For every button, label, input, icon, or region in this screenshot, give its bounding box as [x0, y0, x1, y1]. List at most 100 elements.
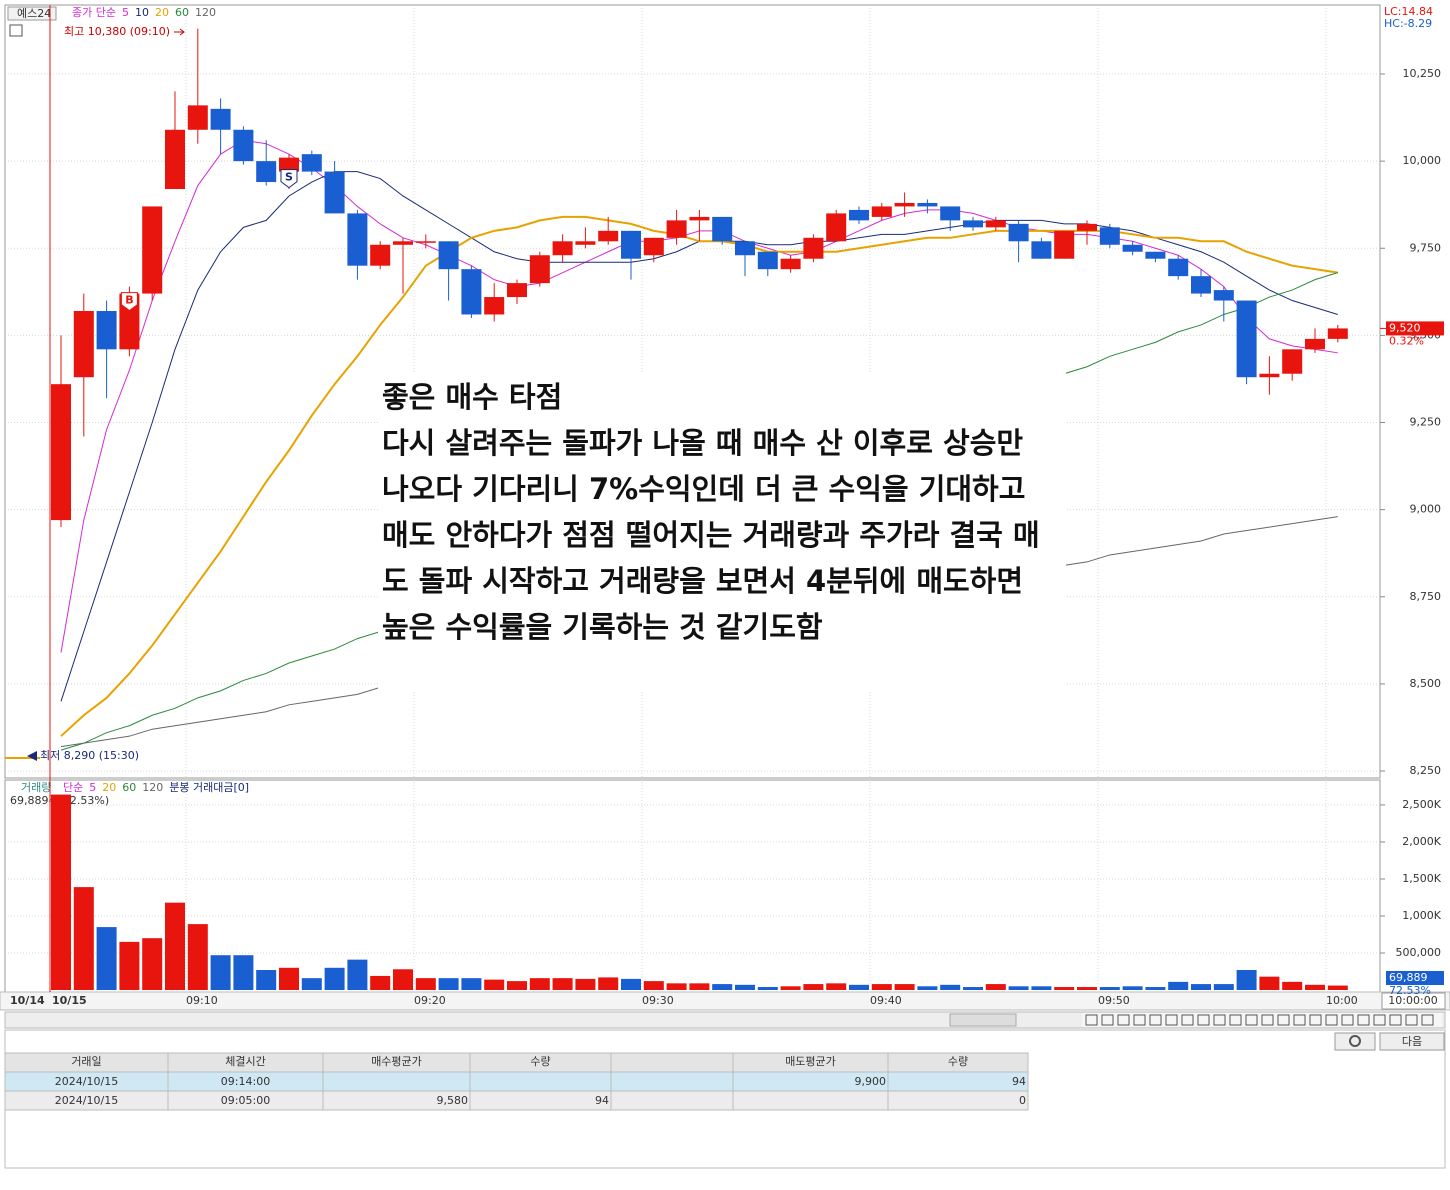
- table-header-cell: 수량: [948, 1055, 968, 1068]
- candle-body: [484, 297, 505, 315]
- toolbar-icon[interactable]: [1229, 1014, 1242, 1026]
- toolbar-icon[interactable]: [1085, 1014, 1098, 1026]
- scroll-thumb[interactable]: [949, 1013, 1017, 1027]
- table-row[interactable]: [4, 1090, 1029, 1111]
- toolbar-icon[interactable]: [1373, 1014, 1386, 1026]
- candle-body: [119, 293, 140, 350]
- y-tick-label: 2,500K: [1402, 798, 1441, 811]
- candle-body: [849, 209, 869, 221]
- candle-body: [393, 241, 413, 245]
- candle-body: [780, 258, 801, 270]
- next-button-label[interactable]: 다음: [1402, 1035, 1422, 1048]
- volume-bar: [1145, 987, 1166, 990]
- toolbar-icon[interactable]: [1149, 1014, 1162, 1026]
- volume-bar: [1031, 986, 1052, 990]
- y-tick-label: 10,000: [1403, 154, 1442, 167]
- chart-title: 예스24: [17, 7, 51, 20]
- toolbar-icon[interactable]: [1245, 1014, 1258, 1026]
- table-header-cell: 수량: [530, 1055, 550, 1068]
- candle-body: [963, 220, 983, 228]
- legend-entry: 10: [135, 6, 149, 19]
- candle-body: [1145, 251, 1166, 259]
- settings-button[interactable]: [1334, 1032, 1376, 1051]
- legend-entry: 5: [89, 781, 96, 794]
- candle-body: [1191, 276, 1211, 294]
- toolbar-icon[interactable]: [1117, 1014, 1130, 1026]
- candle-body: [324, 171, 345, 214]
- volume-bar: [233, 955, 254, 990]
- candle-body: [96, 310, 117, 350]
- table-header-cell: 거래일: [71, 1054, 101, 1068]
- toolbar-icon[interactable]: [1165, 1014, 1178, 1026]
- volume-bar: [985, 984, 1006, 990]
- last-volume-label: 69,889: [1389, 971, 1428, 984]
- toolbar-icon[interactable]: [1357, 1014, 1370, 1026]
- legend-prefix: 종가 단순: [72, 6, 116, 19]
- volume-bar: [1191, 984, 1211, 990]
- volume-bar: [735, 984, 755, 990]
- candle-body: [415, 241, 436, 243]
- legend-entry: 120: [142, 781, 163, 794]
- x-tick-label: 09:30: [642, 994, 674, 1007]
- toolbar-icon[interactable]: [1213, 1014, 1226, 1026]
- toolbar-icon[interactable]: [1181, 1014, 1194, 1026]
- table-header: [4, 1052, 1029, 1073]
- candle-body: [1282, 349, 1303, 374]
- candle-body: [370, 244, 391, 266]
- volume-bar: [552, 978, 573, 990]
- candle-body: [1305, 338, 1325, 350]
- toolbar-icon[interactable]: [1421, 1014, 1434, 1026]
- candle-body: [621, 230, 641, 259]
- cursor-time-box: [1381, 992, 1446, 1010]
- volume-bar: [712, 984, 733, 990]
- table-cell: 94: [1012, 1075, 1026, 1088]
- toolbar-icon[interactable]: [1341, 1014, 1354, 1026]
- note-line: 매도 안하다가 점점 떨어지는 거래량과 주가라 결국 매: [382, 518, 1040, 552]
- volume-bar: [1213, 984, 1234, 990]
- last-volume-box: [1386, 971, 1444, 985]
- toolbar-icon[interactable]: [1197, 1014, 1210, 1026]
- volume-bar: [575, 978, 596, 990]
- candle-body: [438, 241, 459, 270]
- legend-entry: 20: [102, 781, 116, 794]
- candle-body: [279, 157, 299, 172]
- gear-icon: [1349, 1035, 1361, 1047]
- candle-body: [165, 129, 185, 190]
- legend-prefix: 단순: [63, 781, 83, 794]
- volume-bar: [940, 984, 961, 990]
- table-cell: 9,580: [437, 1094, 469, 1107]
- volume-bar: [1259, 976, 1280, 990]
- x-tick-label: 09:40: [870, 994, 902, 1007]
- time-axis: [0, 991, 1450, 1011]
- y-tick-label: 2,000K: [1402, 835, 1441, 848]
- volume-bar: [1168, 981, 1189, 990]
- candle-body: [871, 206, 892, 217]
- y-tick-label: 9,250: [1410, 416, 1442, 429]
- toolbar-icon[interactable]: [1389, 1014, 1402, 1026]
- toolbar-icon[interactable]: [1405, 1014, 1418, 1026]
- trade-marker-label: B: [125, 294, 133, 307]
- volume-bar: [666, 983, 687, 990]
- toolbar-icon[interactable]: [1309, 1014, 1322, 1026]
- volume-bar: [461, 978, 482, 990]
- x-tick-label: 10/15: [52, 994, 87, 1007]
- toolbar-icon[interactable]: [1261, 1014, 1274, 1026]
- note-line: 높은 수익률을 기록하는 것 같기도함: [382, 610, 823, 644]
- volume-bar: [484, 979, 505, 990]
- toolbar-icon[interactable]: [1325, 1014, 1338, 1026]
- candle-body: [1168, 258, 1189, 277]
- next-button[interactable]: [1379, 1032, 1445, 1051]
- legend-entry: 60: [122, 781, 136, 794]
- toolbar-icon[interactable]: [1101, 1014, 1114, 1026]
- candle-body: [575, 241, 596, 245]
- volume-bar: [393, 969, 413, 990]
- candle-body: [507, 283, 527, 298]
- title-box: [7, 6, 57, 21]
- volume-bar: [643, 981, 664, 990]
- toolbar-icon[interactable]: [1277, 1014, 1290, 1026]
- volume-bar: [438, 978, 459, 990]
- table-icon[interactable]: [9, 24, 23, 37]
- toolbar-icon[interactable]: [1133, 1014, 1146, 1026]
- toolbar-icon[interactable]: [1293, 1014, 1306, 1026]
- volume-bar: [165, 902, 185, 990]
